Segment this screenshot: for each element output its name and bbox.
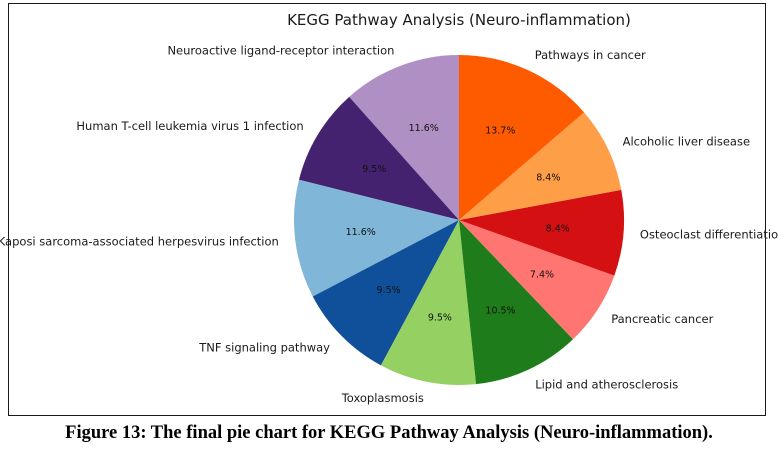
percent-label-3: 9.5%	[377, 285, 401, 296]
percent-label-9: 13.7%	[485, 126, 515, 137]
slice-labels: Neuroactive ligand-receptor interaction H…	[0, 43, 778, 405]
pie-slice-9	[459, 55, 585, 220]
percent-label-4: 9.5%	[428, 313, 452, 324]
pie-slice-5	[459, 220, 573, 385]
slice-label-3: TNF signaling pathway	[198, 341, 330, 355]
pie-slice-1	[298, 96, 459, 220]
pie-slice-7	[459, 189, 625, 276]
percent-label-1: 9.5%	[362, 164, 386, 175]
pie-slice-3	[312, 220, 459, 366]
slice-label-0: Neuroactive ligand-receptor interaction	[167, 43, 394, 57]
percent-label-7: 8.4%	[546, 223, 570, 234]
figure-caption: Figure 13: The final pie chart for KEGG …	[65, 423, 713, 443]
percent-label-0: 11.6%	[409, 123, 439, 134]
pie-slices	[293, 55, 625, 386]
slice-label-5: Lipid and atherosclerosis	[535, 378, 678, 392]
pie-slice-4	[380, 220, 477, 386]
slice-label-1: Human T-cell leukemia virus 1 infection	[76, 119, 303, 133]
slice-label-4: Toxoplasmosis	[341, 391, 424, 405]
percent-label-5: 10.5%	[485, 305, 515, 316]
pie-slice-6	[459, 220, 615, 340]
pie-slice-2	[293, 179, 459, 297]
percent-label-8: 8.4%	[536, 173, 560, 184]
pie-slice-0	[349, 55, 459, 220]
percent-label-2: 11.6%	[346, 227, 376, 238]
pie-slice-8	[459, 112, 622, 220]
slice-label-2: Kaposi sarcoma-associated herpesvirus in…	[0, 234, 279, 248]
chart-title: KEGG Pathway Analysis (Neuro-inflammatio…	[287, 11, 631, 29]
percent-labels: 11.6% 9.5% 11.6% 9.5% 9.5% 10.5% 7.4% 8.4% 8.4% 1…	[346, 123, 570, 324]
pie-chart: KEGG Pathway Analysis (Neuro-inflammatio…	[0, 11, 778, 405]
slice-label-9: Pathways in cancer	[535, 48, 646, 62]
slice-label-6: Pancreatic cancer	[611, 312, 713, 326]
slice-label-8: Alcoholic liver disease	[623, 135, 750, 149]
slice-label-7: Osteoclast differentiation	[640, 228, 778, 242]
percent-label-6: 7.4%	[530, 269, 554, 280]
